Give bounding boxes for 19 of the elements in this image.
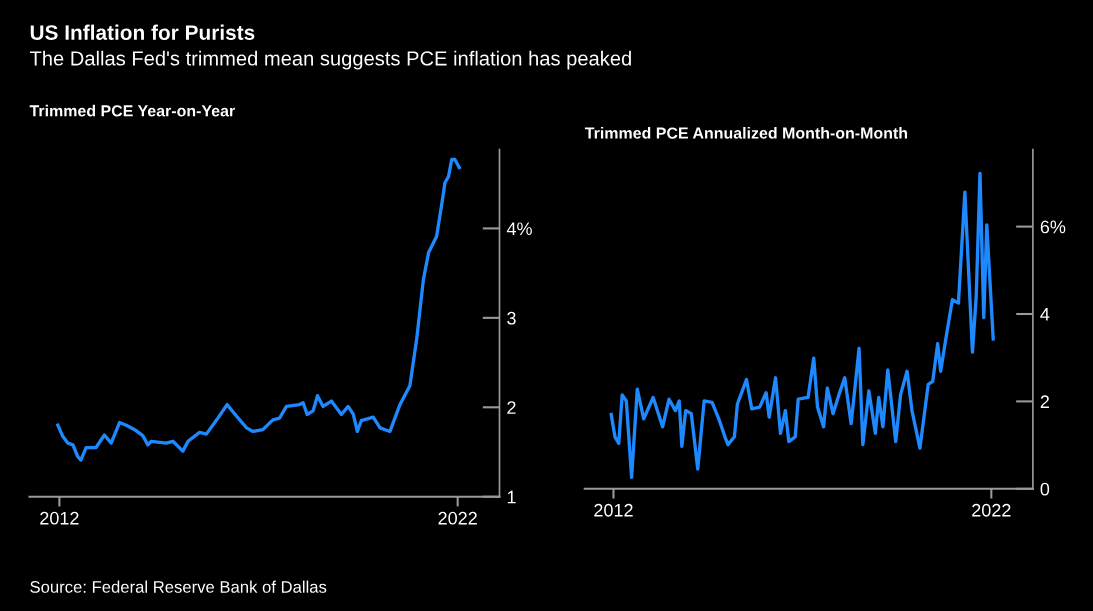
x-tick-label: 2022 [972, 503, 1011, 517]
y-tick-label: 2 [1040, 395, 1049, 408]
x-tick-label: 2022 [438, 511, 477, 525]
line-series [56, 157, 461, 462]
line-series [609, 171, 995, 480]
text: US Inflation for Purists [30, 24, 255, 40]
y-tick-label: 0 [1040, 482, 1050, 496]
x-tick-label: 2012 [594, 503, 633, 517]
y-tick-label: 4 [1040, 308, 1050, 321]
chart-title: Trimmed PCE Year-on-Year [29, 104, 235, 117]
chart-title: Trimmed PCE Annualized Month-on-Month [584, 127, 908, 139]
y-tick-label: 3 [507, 311, 516, 325]
text: The Dallas Fed's trimmed mean suggests PCE inflation has peaked [29, 50, 631, 70]
source-note: Source: Federal Reserve Bank of Dallas [30, 580, 327, 593]
y-tick-label: 2 [507, 401, 516, 414]
x-tick-label: 2012 [40, 511, 79, 525]
y-tick-label: 4% [506, 222, 532, 236]
y-tick-label: 6% [1040, 220, 1066, 234]
y-tick-label: 1 [507, 490, 516, 504]
